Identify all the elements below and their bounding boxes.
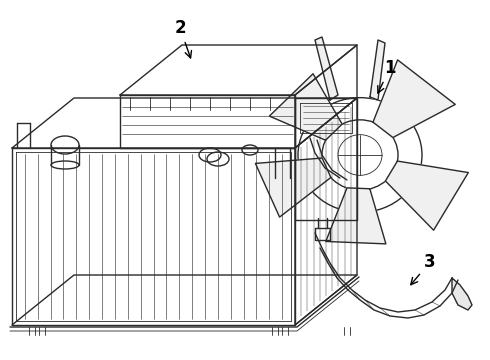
Text: 1: 1 <box>378 59 396 93</box>
Polygon shape <box>315 37 338 100</box>
Text: 3: 3 <box>411 253 436 285</box>
Polygon shape <box>255 158 331 217</box>
Text: 2: 2 <box>174 19 192 58</box>
Polygon shape <box>370 40 385 100</box>
Polygon shape <box>452 278 472 310</box>
Polygon shape <box>386 161 468 230</box>
Polygon shape <box>270 74 342 140</box>
Polygon shape <box>373 60 455 138</box>
Polygon shape <box>326 188 386 244</box>
